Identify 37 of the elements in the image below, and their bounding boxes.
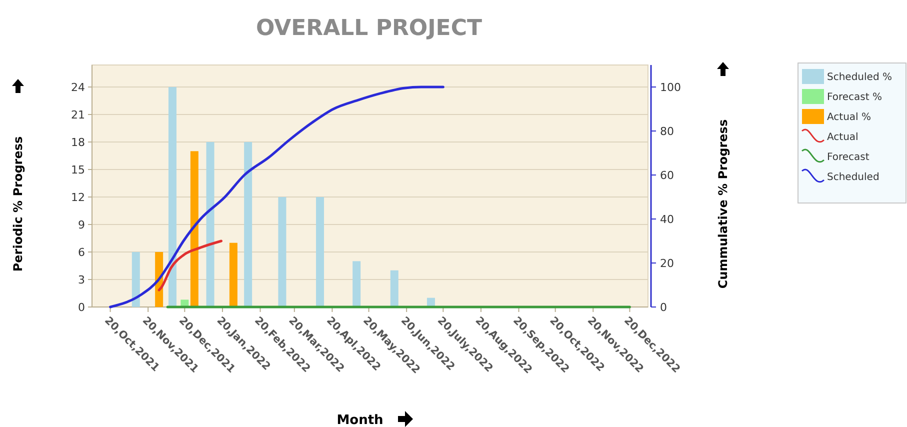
bar	[316, 197, 324, 307]
y-tick-label: 21	[71, 108, 85, 122]
y-tick-label: 12	[71, 190, 85, 204]
y-tick-label: 24	[71, 80, 85, 94]
y2-axis-title: Cummulative % Progress	[716, 119, 730, 289]
y2-tick-label: 40	[660, 212, 674, 226]
y-axis-title: Periodic % Progress	[11, 136, 25, 272]
y-tick-label: 15	[71, 163, 85, 176]
legend-label: Forecast %	[827, 92, 882, 103]
bar	[229, 242, 238, 307]
legend-label: Actual %	[827, 112, 872, 123]
y-tick-label: 3	[78, 273, 85, 286]
y2-tick-label: 0	[660, 300, 667, 314]
bar	[206, 142, 214, 307]
legend-label: Scheduled	[827, 172, 880, 183]
bar	[190, 151, 198, 307]
y2-tick-label: 100	[660, 80, 681, 94]
legend-label: Forecast	[827, 152, 870, 163]
y-tick-label: 9	[78, 218, 85, 232]
y2-tick-label: 80	[660, 124, 674, 138]
chart-title: OVERALL PROJECT	[256, 16, 482, 41]
y-tick-label: 0	[78, 300, 85, 314]
bar	[132, 252, 140, 307]
y2-tick-label: 20	[660, 256, 674, 270]
bar	[352, 261, 361, 307]
line-series	[158, 240, 222, 292]
bar	[390, 270, 398, 307]
legend-label: Actual	[827, 132, 858, 143]
bar	[278, 197, 286, 307]
bar	[168, 87, 176, 307]
y2-tick-label: 60	[660, 168, 674, 182]
y-tick-label: 6	[78, 246, 85, 259]
legend-label: Scheduled %	[827, 72, 892, 83]
y-tick-label: 18	[71, 136, 85, 149]
x-axis-title: Month	[336, 413, 384, 427]
bar	[244, 142, 252, 307]
line-series	[109, 86, 444, 308]
